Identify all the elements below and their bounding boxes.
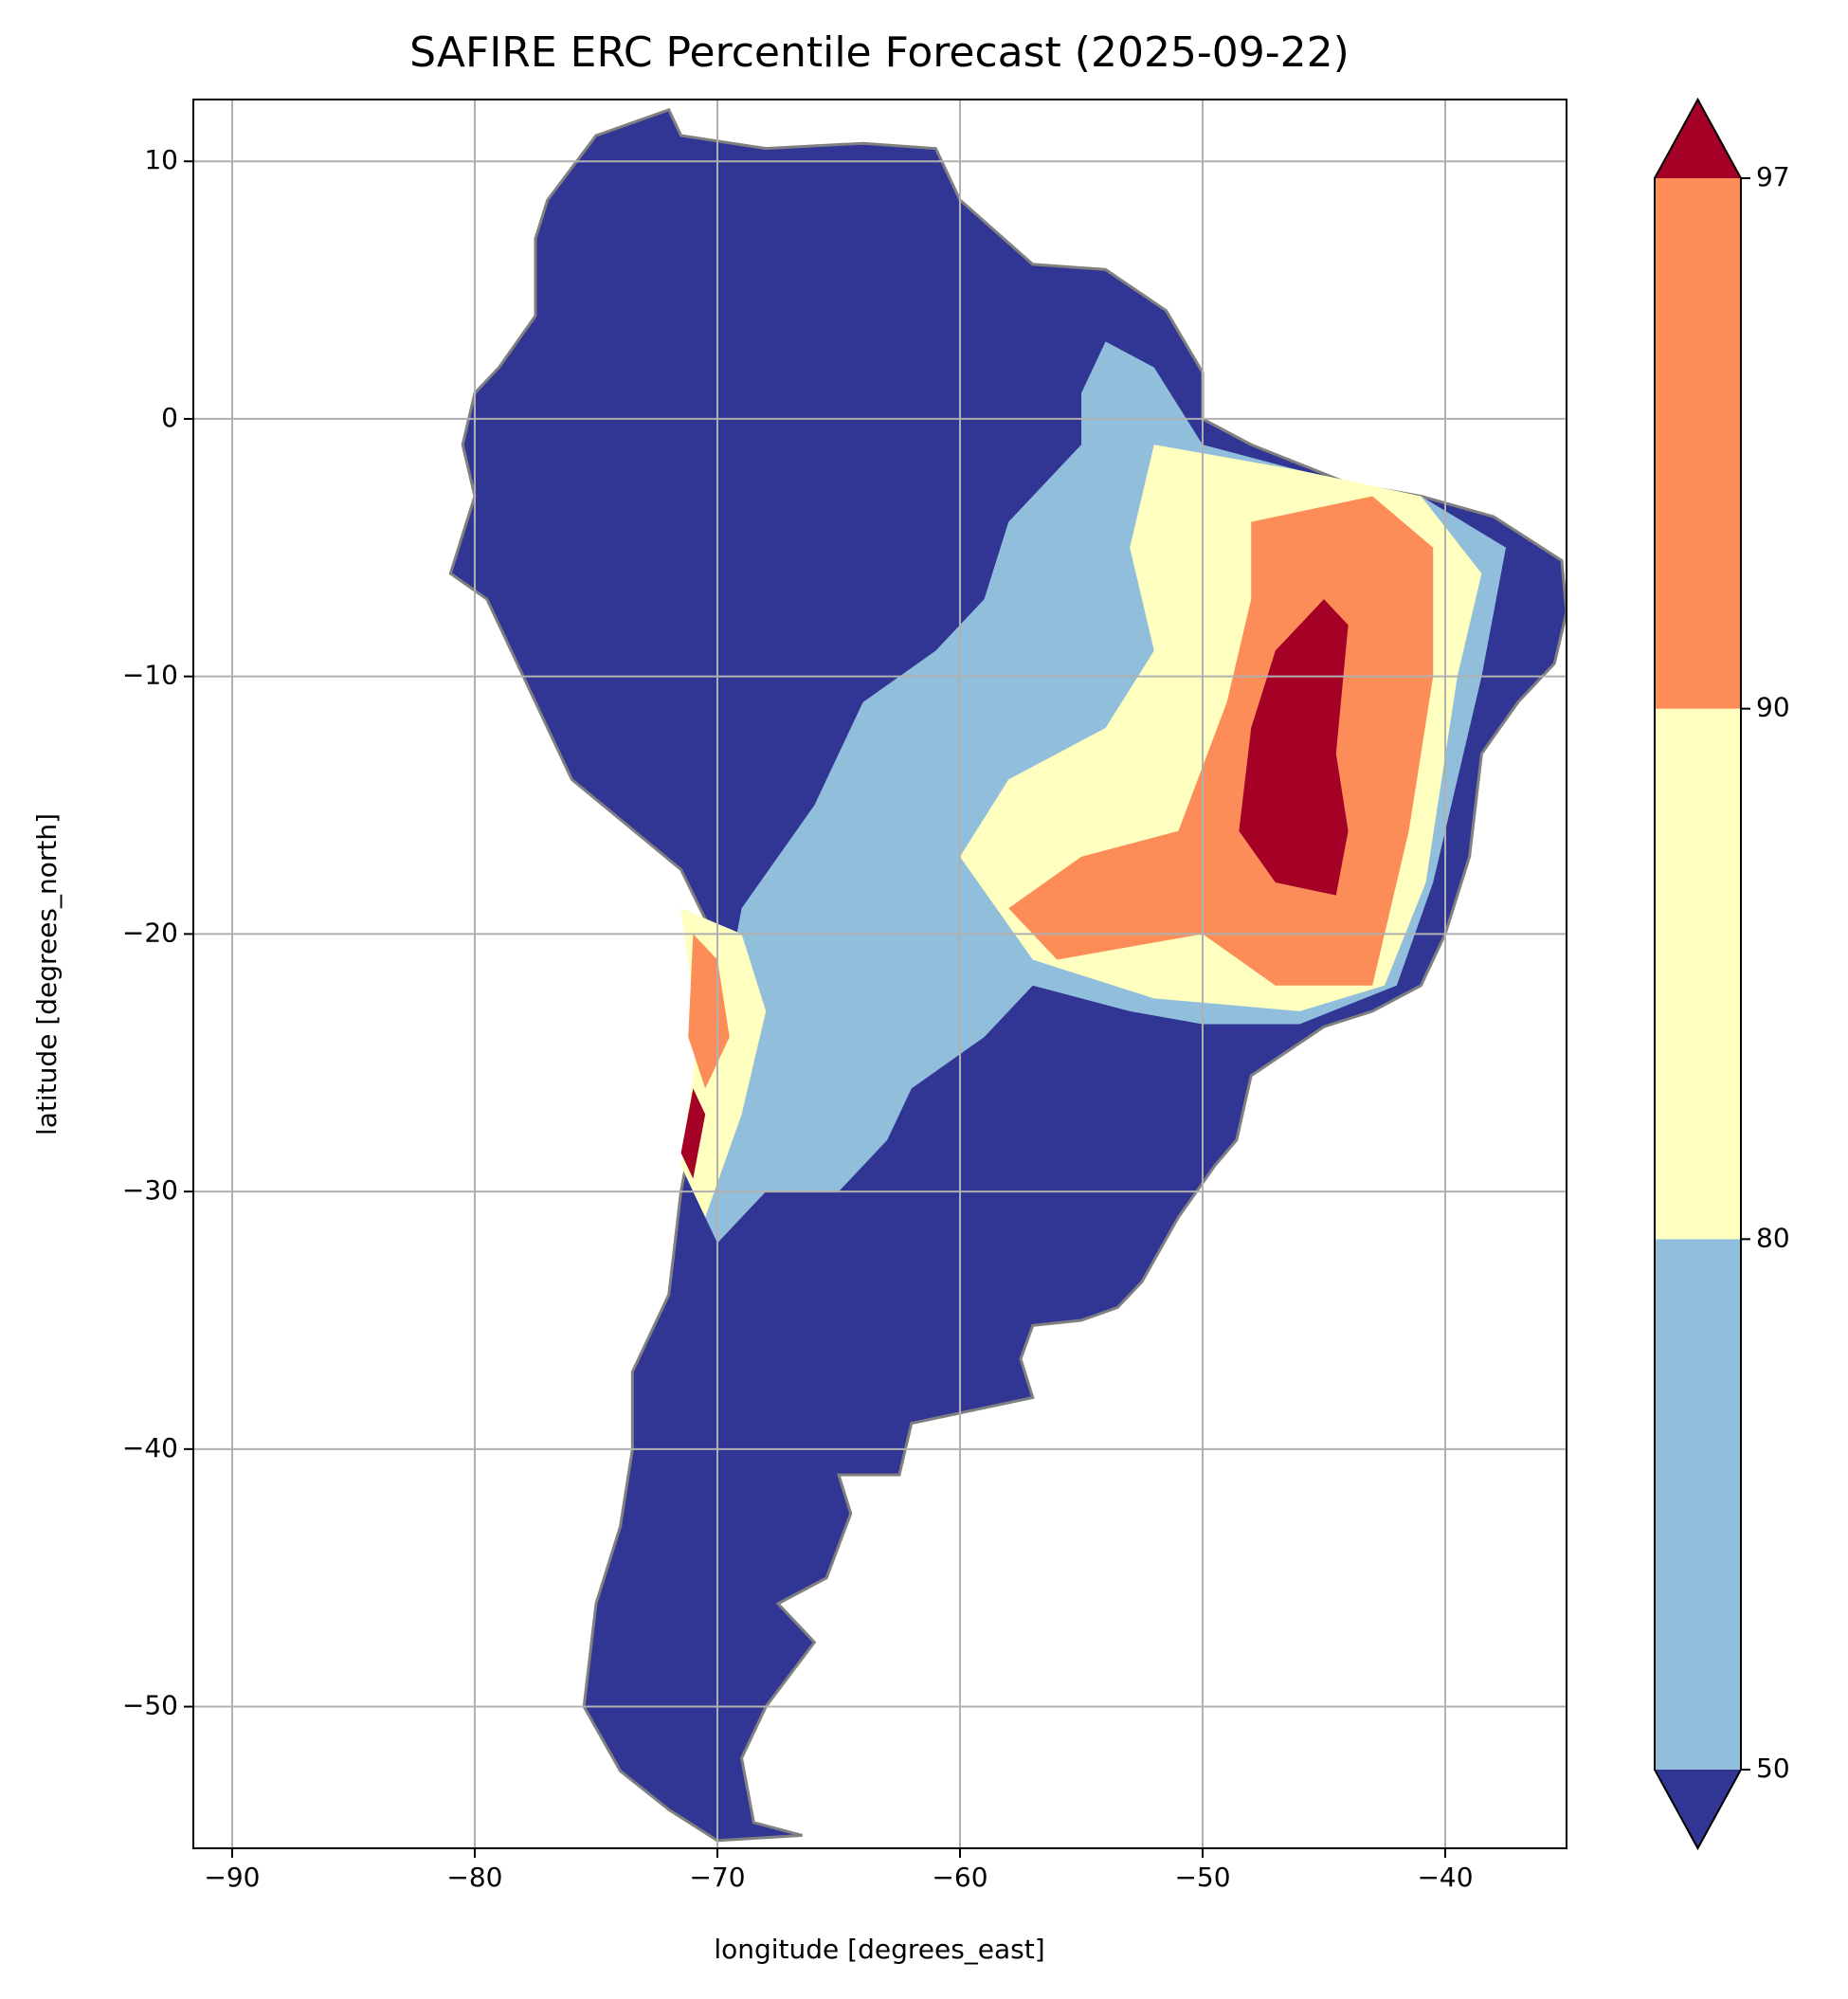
y-tick-label: −30 bbox=[122, 1174, 178, 1206]
map-area bbox=[193, 100, 1567, 1848]
map-layer bbox=[450, 110, 1567, 1841]
colorbar-tick-label: 97 bbox=[1756, 161, 1790, 192]
x-tick-label: −90 bbox=[204, 1862, 260, 1893]
colorbar-segment bbox=[1655, 708, 1741, 1240]
ticks: −90 −80 −70 −60 −50 −40 −50 −40 −30 −20 −10 0 10 bbox=[122, 144, 1474, 1893]
y-tick-label: −40 bbox=[122, 1432, 178, 1463]
y-tick-label: 0 bbox=[161, 402, 178, 433]
x-tick-label: −50 bbox=[1174, 1862, 1230, 1893]
x-tick-label: −60 bbox=[932, 1862, 987, 1893]
grid bbox=[193, 100, 1567, 1848]
x-tick-label: −40 bbox=[1417, 1862, 1473, 1893]
chart-title: SAFIRE ERC Percentile Forecast (2025-09-… bbox=[409, 28, 1350, 77]
colorbar-tick-label: 90 bbox=[1756, 692, 1790, 723]
colorbar-extend-max bbox=[1655, 100, 1741, 178]
axes-frame bbox=[192, 99, 1567, 1849]
region-extreme bbox=[1239, 599, 1349, 896]
colorbar: 50 80 90 97 bbox=[1654, 97, 1790, 1851]
region-extreme bbox=[680, 1088, 706, 1179]
x-axis-label: longitude [degrees_east] bbox=[714, 1934, 1044, 1965]
y-tick-label: −10 bbox=[122, 660, 178, 691]
colorbar-segment bbox=[1655, 1239, 1741, 1770]
colorbar-tick-label: 50 bbox=[1756, 1753, 1790, 1784]
y-tick-label: −50 bbox=[122, 1690, 178, 1721]
region-high bbox=[688, 934, 730, 1089]
y-axis-label: latitude [degrees_north] bbox=[31, 813, 63, 1136]
y-tick-label: −20 bbox=[122, 917, 178, 948]
x-tick-label: −80 bbox=[446, 1862, 502, 1893]
colorbar-tick-label: 80 bbox=[1756, 1222, 1790, 1253]
x-tick-label: −70 bbox=[689, 1862, 745, 1893]
colorbar-extend-min bbox=[1655, 1770, 1741, 1848]
y-tick-label: 10 bbox=[144, 144, 178, 175]
colorbar-segment bbox=[1655, 178, 1741, 709]
